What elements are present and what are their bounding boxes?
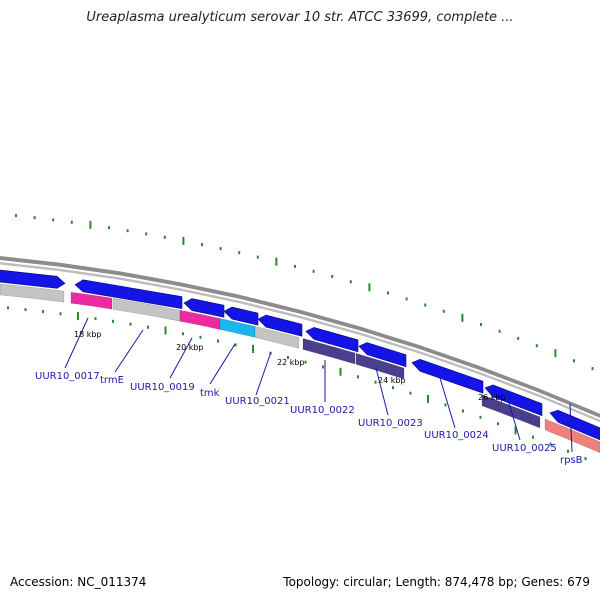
kbp-label-24: 24 kbp [378,376,406,385]
leader-line [375,367,389,416]
feature-block [355,352,405,380]
feature-block [70,291,113,310]
feature-block [254,326,300,349]
kbp-labels: 18 kbp 20 kbp 22 kbp 24 kbp 26 kbp [74,330,506,402]
genome-summary-text: Topology: circular; Length: 874,478 bp; … [283,575,590,589]
feature-block [302,338,356,365]
gene-label-uur10-0024[interactable]: UUR10_0024 [424,430,489,441]
gene-label-uur10-0022[interactable]: UUR10_0022 [290,405,355,416]
kbp-label-20: 20 kbp [176,343,204,352]
gene-label-uur10-0023[interactable]: UUR10_0023 [358,418,423,429]
top-strand-genes [0,269,600,441]
inner-tick-row [7,306,587,461]
leader-line [255,351,272,396]
gene-arrow [305,327,359,353]
gene-arrow [358,342,407,368]
kbp-label-26: 26 kbp [478,393,506,402]
map-title: Ureaplasma urealyticum serovar 10 str. A… [86,10,514,25]
gene-label-trme[interactable]: trmE [100,375,124,386]
gene-arrow [411,358,484,394]
leader-line [169,337,193,379]
gene-arrow [484,384,543,417]
leader-line [209,343,236,385]
leader-line [504,389,521,441]
bottom-feature-track [0,283,600,454]
leader-line [439,377,456,429]
feature-block [0,283,65,303]
gene-labels[interactable]: UUR10_0017 trmE UUR10_0019 tmk UUR10_002… [35,371,583,466]
gene-arrow [74,279,183,309]
label-leaders [64,317,573,453]
kbp-label-18: 18 kbp [74,330,102,339]
kbp-label-22: 22 kbp [277,358,305,367]
feature-block [544,418,600,454]
gene-arrow [257,314,303,337]
leader-line [114,329,144,373]
accession-text: Accession: NC_011374 [10,575,147,589]
gene-label-rpsb[interactable]: rpsB [560,455,583,466]
gene-label-tmk[interactable]: tmk [200,388,220,399]
gene-label-uur10-0025[interactable]: UUR10_0025 [492,443,557,454]
gene-label-uur10-0021[interactable]: UUR10_0021 [225,396,290,407]
leader-line [64,317,89,369]
outer-tick-row [15,214,594,371]
leader-line [569,403,573,453]
gene-label-uur10-0017[interactable]: UUR10_0017 [35,371,100,382]
gene-arrow [549,409,600,441]
gene-label-uur10-0019[interactable]: UUR10_0019 [130,382,195,393]
gene-arrow [0,269,66,289]
